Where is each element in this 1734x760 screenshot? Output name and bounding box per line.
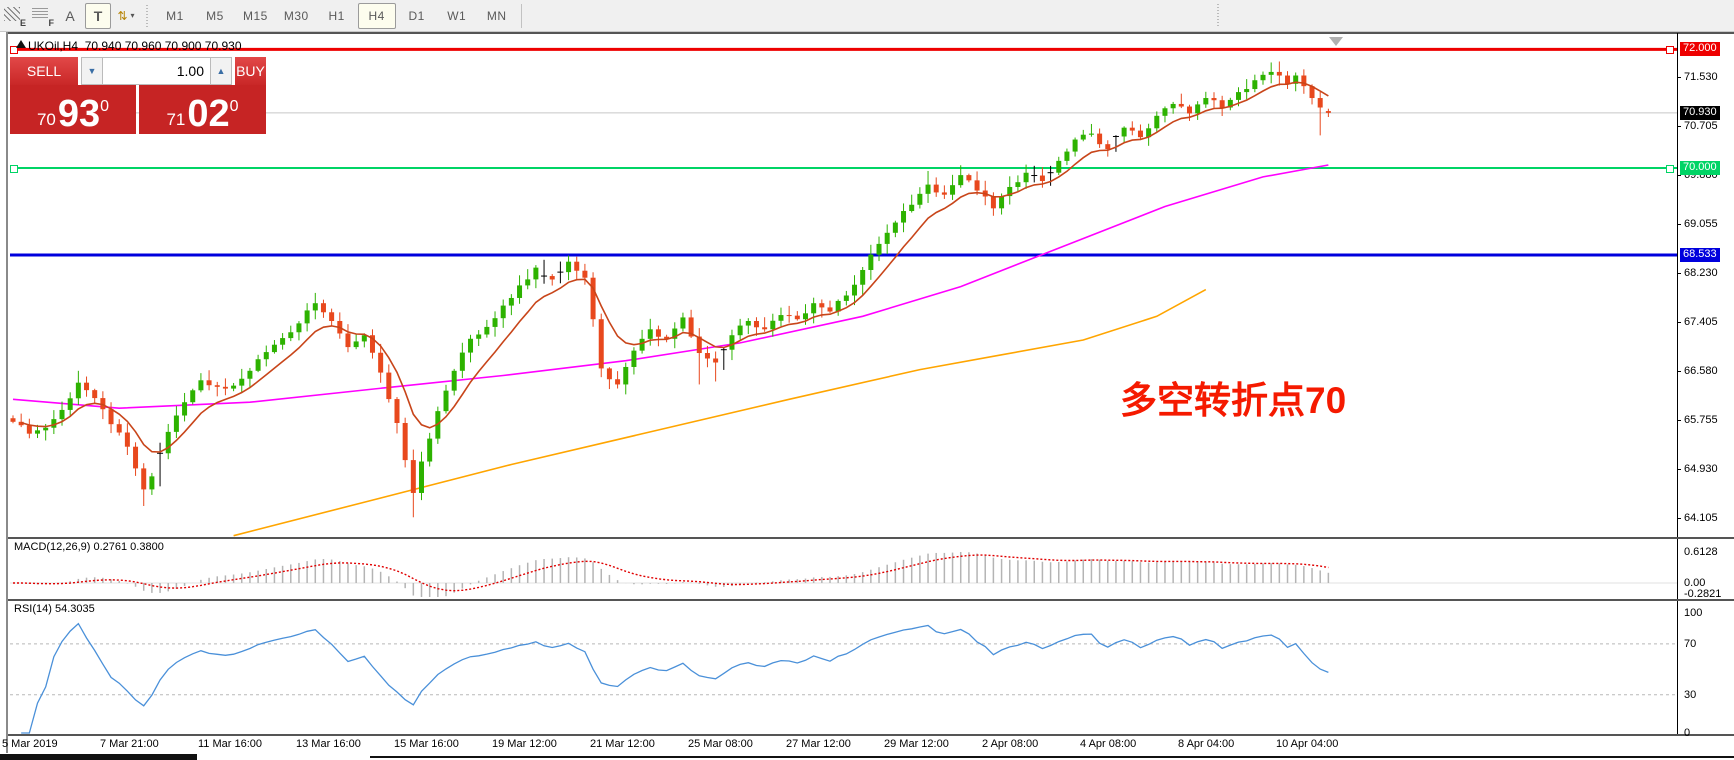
date-tick: 7 Mar 21:00	[100, 738, 159, 750]
price-tick: 64.105	[1684, 511, 1718, 524]
expert-advisor-icon[interactable]: E	[1, 3, 27, 29]
arrange-arrows-icon[interactable]: ⇅ ▾	[117, 8, 135, 23]
date-tick: 5 Mar 2019	[2, 738, 58, 750]
timeframe-bar: M1 M5 M15 M30 H1 H4 D1 W1 MN	[155, 2, 517, 29]
price-badge-70.000: 70.000	[1680, 161, 1720, 175]
timeframe-h4[interactable]: H4	[357, 2, 396, 29]
price-tick-mark	[1677, 517, 1681, 519]
text-label-icon[interactable]: A	[65, 7, 75, 24]
price-tick-mark	[1677, 77, 1681, 79]
price-tick: 65.755	[1684, 413, 1718, 426]
date-tick: 15 Mar 16:00	[394, 738, 459, 750]
price-tick-mark	[1677, 419, 1681, 421]
date-tick: 10 Apr 04:00	[1276, 738, 1339, 750]
price-tick-mark	[1677, 321, 1681, 323]
price-tick: 68.230	[1684, 266, 1718, 279]
sell-price-display[interactable]: 70 93 0	[10, 85, 136, 134]
toolbar-grip-2[interactable]	[1215, 4, 1222, 26]
one-click-trading-panel: SELL ▼ 1.00 ▲ BUY 70 93 0 71 02 0	[10, 57, 266, 134]
price-tick: 66.580	[1684, 364, 1718, 377]
timeframe-m5[interactable]: M5	[206, 8, 224, 23]
main-chart-canvas[interactable]	[10, 33, 1677, 537]
macd-panel-canvas[interactable]	[10, 539, 1677, 599]
sell-button[interactable]: SELL	[10, 57, 78, 85]
price-tick: 67.405	[1684, 315, 1718, 328]
price-tick: 64.930	[1684, 462, 1718, 475]
hline-end-marker[interactable]	[1666, 165, 1674, 173]
date-tick: 27 Mar 12:00	[786, 738, 851, 750]
price-tick: 70.705	[1684, 120, 1718, 133]
timeframe-m1[interactable]: M1	[166, 8, 184, 23]
timeframe-m15[interactable]: M15	[243, 8, 268, 23]
macd-scale-tick: -0.2821	[1684, 588, 1722, 600]
scrollbar-thumb[interactable]	[0, 754, 197, 760]
volume-down-button[interactable]: ▼	[81, 57, 103, 85]
buy-price-display[interactable]: 71 02 0	[139, 85, 266, 134]
timeframe-h1[interactable]: H1	[328, 8, 345, 23]
price-tick-mark	[1677, 175, 1681, 177]
rsi-scale-tick: 30	[1684, 688, 1697, 701]
rsi-axis-line	[1677, 601, 1678, 734]
date-tick: 19 Mar 12:00	[492, 738, 557, 750]
timeframe-m30[interactable]: M30	[283, 8, 309, 23]
chart-shift-marker-icon	[1329, 37, 1343, 46]
price-tick-mark	[1677, 272, 1681, 274]
fibonacci-grid-icon[interactable]: F	[29, 3, 55, 29]
timeframe-d1[interactable]: D1	[408, 8, 425, 23]
date-tick: 2 Apr 08:00	[982, 738, 1039, 750]
date-tick: 29 Mar 12:00	[884, 738, 949, 750]
volume-up-button[interactable]: ▲	[210, 57, 232, 85]
chart-title: UKOil,H4 70.940 70.960 70.900 70.930	[28, 39, 242, 53]
price-badge-72.000: 72.000	[1680, 42, 1720, 57]
date-tick: 21 Mar 12:00	[590, 738, 655, 750]
chart-annotation-text: 多空转折点70	[1120, 380, 1347, 421]
rsi-scale-tick: 100	[1684, 607, 1703, 619]
rsi-scale-tick: 0	[1684, 727, 1691, 739]
volume-input[interactable]: 1.00	[103, 57, 210, 85]
date-tick: 25 Mar 08:00	[688, 738, 753, 750]
chart-top-border	[8, 32, 1734, 34]
date-tick: 11 Mar 16:00	[198, 738, 263, 750]
rsi-scale-tick: 70	[1684, 637, 1697, 650]
hline-end-marker[interactable]	[1666, 46, 1674, 55]
dropdown-caret-icon: ▾	[130, 11, 135, 20]
date-tick: 13 Mar 16:00	[296, 738, 361, 750]
price-badge-68.533: 68.533	[1680, 247, 1720, 262]
toolbar-grip[interactable]	[144, 4, 151, 27]
date-tick: 8 Apr 04:00	[1178, 738, 1235, 750]
macd-axis-line	[1677, 539, 1678, 599]
text-box-icon[interactable]: T	[85, 2, 111, 29]
rsi-panel-separator[interactable]	[8, 599, 1734, 601]
scrollbar-track-line	[370, 756, 1734, 758]
horizontal-scrollbar	[0, 753, 1734, 760]
price-tick-mark	[1677, 370, 1681, 372]
macd-label: MACD(12,26,9) 0.2761 0.3800	[14, 541, 164, 553]
macd-panel-separator[interactable]	[8, 537, 1734, 539]
date-tick: 4 Apr 08:00	[1080, 738, 1137, 750]
buy-button[interactable]: BUY	[235, 57, 266, 85]
price-tick-mark	[1677, 224, 1681, 226]
price-badge-70.930: 70.930	[1680, 105, 1720, 120]
symbol-marker-icon	[16, 40, 26, 48]
timeframe-w1[interactable]: W1	[447, 8, 467, 23]
price-tick: 69.055	[1684, 218, 1718, 231]
price-tick-mark	[1677, 468, 1681, 470]
window-left-border	[6, 32, 8, 753]
timeframe-mn[interactable]: MN	[486, 8, 507, 23]
macd-scale-tick: 0.6128	[1684, 546, 1718, 558]
price-axis-line	[1677, 33, 1678, 537]
toolbar-separator	[520, 3, 522, 28]
toolbar: E F A T ⇅ ▾ M1 M5 M15 M30 H1 H4 D1 W1 MN	[0, 0, 1734, 32]
rsi-label: RSI(14) 54.3035	[14, 603, 95, 615]
price-tick: 71.530	[1684, 71, 1718, 84]
hline-end-marker[interactable]	[10, 46, 18, 55]
hline-end-marker[interactable]	[10, 165, 18, 173]
price-tick-mark	[1677, 126, 1681, 128]
time-axis-separator	[8, 734, 1734, 736]
rsi-panel-canvas[interactable]	[10, 601, 1677, 734]
macd-scale-tick: 0.00	[1684, 577, 1706, 589]
